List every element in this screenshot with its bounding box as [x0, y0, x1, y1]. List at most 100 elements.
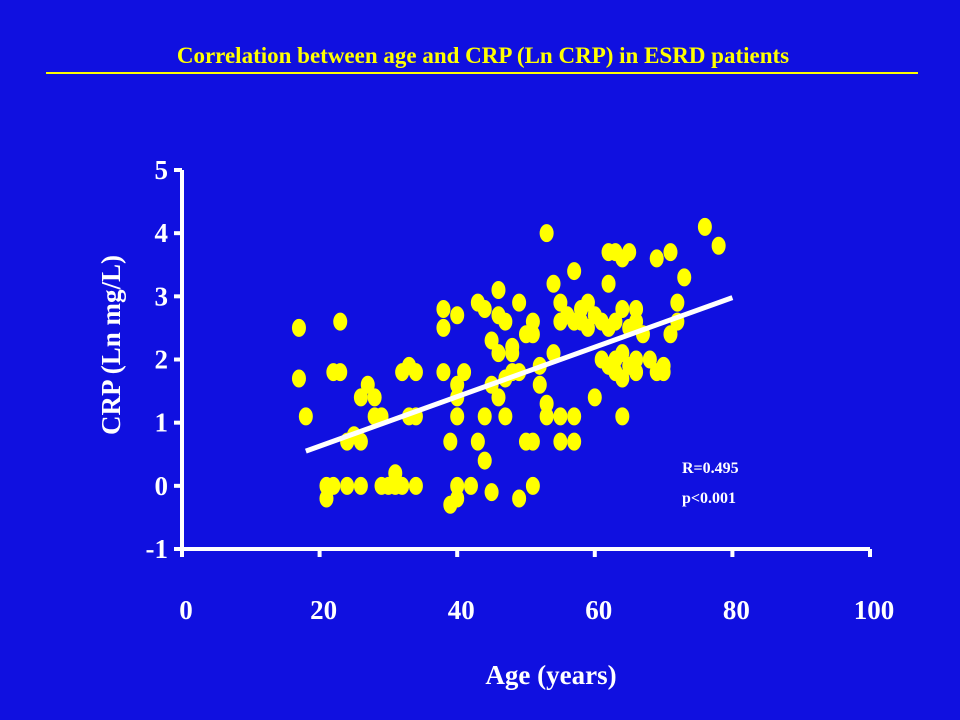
y-tick-label: 4	[155, 218, 169, 248]
data-point	[608, 312, 623, 331]
data-point	[539, 394, 554, 413]
y-tick-label: 5	[155, 155, 169, 185]
data-point	[326, 476, 341, 495]
data-point	[546, 344, 561, 363]
y-tick-label: 0	[155, 471, 169, 501]
data-point	[291, 318, 306, 337]
data-points	[291, 217, 726, 514]
p-annotation: p<0.001	[682, 490, 736, 507]
data-point	[443, 432, 458, 451]
data-point	[319, 489, 334, 508]
data-point	[629, 363, 644, 382]
data-point	[333, 312, 348, 331]
data-point	[525, 312, 540, 331]
data-point	[656, 363, 671, 382]
data-point	[353, 432, 368, 451]
data-point	[622, 243, 637, 262]
data-point	[615, 344, 630, 363]
x-tick-label: 0	[179, 595, 193, 625]
data-point	[629, 299, 644, 318]
data-point	[484, 483, 499, 502]
data-point	[663, 243, 678, 262]
data-point	[367, 388, 382, 407]
data-point	[553, 293, 568, 312]
data-point	[450, 476, 465, 495]
data-point	[670, 293, 685, 312]
axes	[180, 170, 870, 551]
data-point	[298, 407, 313, 426]
data-point	[567, 407, 582, 426]
r-annotation: R=0.495	[682, 460, 739, 477]
data-point	[697, 217, 712, 236]
fit-line-group	[304, 295, 734, 454]
data-point	[525, 432, 540, 451]
data-point	[525, 325, 540, 344]
data-point	[491, 388, 506, 407]
data-point	[512, 293, 527, 312]
data-point	[601, 274, 616, 293]
y-tick-label: -1	[146, 534, 169, 564]
data-point	[629, 350, 644, 369]
data-point	[567, 262, 582, 281]
y-tick-label: 1	[155, 408, 169, 438]
data-point	[642, 350, 657, 369]
data-point	[491, 281, 506, 300]
data-point	[436, 363, 451, 382]
data-point	[450, 489, 465, 508]
data-point	[553, 432, 568, 451]
data-point	[388, 464, 403, 483]
data-point	[539, 224, 554, 243]
data-point	[663, 325, 678, 344]
data-point	[450, 306, 465, 325]
x-tick-label: 100	[854, 595, 895, 625]
data-point	[353, 388, 368, 407]
y-axis-label: CRP (Ln mg/L)	[96, 255, 126, 435]
x-tick-label: 60	[585, 595, 612, 625]
data-point	[463, 476, 478, 495]
data-point	[629, 312, 644, 331]
data-point	[333, 363, 348, 382]
x-tick-label: 80	[723, 595, 750, 625]
data-point	[567, 432, 582, 451]
data-point	[539, 407, 554, 426]
data-point	[450, 407, 465, 426]
data-point	[615, 407, 630, 426]
regression-line	[304, 295, 734, 454]
data-point	[498, 312, 513, 331]
data-point	[340, 476, 355, 495]
data-point	[580, 293, 595, 312]
data-point	[491, 344, 506, 363]
data-point	[408, 476, 423, 495]
data-point	[360, 375, 375, 394]
data-point	[615, 299, 630, 318]
data-point	[436, 318, 451, 337]
x-tick-label: 20	[310, 595, 337, 625]
data-point	[532, 375, 547, 394]
data-point	[546, 274, 561, 293]
data-point	[587, 388, 602, 407]
data-point	[525, 476, 540, 495]
y-tick-label: 2	[155, 345, 169, 375]
data-point	[677, 268, 692, 287]
data-point	[395, 476, 410, 495]
data-point	[477, 407, 492, 426]
data-point	[553, 407, 568, 426]
y-tick-label: 3	[155, 281, 169, 311]
data-point	[436, 299, 451, 318]
data-point	[477, 299, 492, 318]
ticks: -1 0 1 2 3 4 5 0 20 40 60 80 100	[146, 155, 895, 625]
x-tick-label: 40	[448, 595, 475, 625]
x-axis-label: Age (years)	[485, 660, 616, 690]
data-point	[450, 375, 465, 394]
data-point	[470, 432, 485, 451]
data-point	[484, 331, 499, 350]
data-point	[457, 363, 472, 382]
data-point	[505, 344, 520, 363]
chart-title: Correlation between age and CRP (Ln CRP)…	[177, 43, 789, 68]
data-point	[580, 318, 595, 337]
data-point	[408, 363, 423, 382]
data-point	[353, 476, 368, 495]
data-point	[477, 451, 492, 470]
